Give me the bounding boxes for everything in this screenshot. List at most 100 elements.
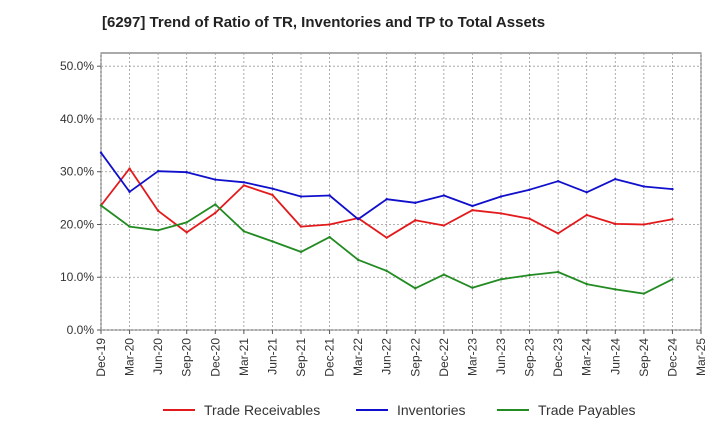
series-0-point [499,212,503,215]
series-1-point [442,194,446,197]
series-0-point [156,209,160,212]
series-2-point [128,225,131,228]
series-0-point [671,218,674,221]
x-tick-label: Mar-24 [580,338,594,376]
series-1-point [99,151,103,154]
series [99,151,674,295]
series-0-point [528,217,531,220]
series-0-point [414,219,417,222]
x-tick-label: Mar-23 [465,338,479,376]
series-0-point [471,209,474,212]
series-2-point [271,240,274,243]
x-tick-label: Mar-25 [694,338,708,376]
series-0-point [328,223,331,226]
x-tick-label: Mar-22 [351,338,365,376]
x-tick-label: Sep-22 [408,338,422,377]
series-2-point [214,203,217,206]
series-1-point [356,218,360,221]
x-tick-label: Jun-22 [380,338,394,375]
series-2-point [156,229,160,232]
series-1-point [414,201,417,205]
x-tick-label: Sep-20 [180,338,194,377]
series-0-point [585,213,588,217]
series-2-point [642,292,646,295]
series-1-point [156,169,160,173]
legend-label: Inventories [397,402,465,418]
x-tick-label: Sep-24 [637,338,651,377]
series-2-point [556,270,560,274]
y-tick-label: 30.0% [60,165,94,179]
series-1-point [642,185,646,188]
legend-label: Trade Payables [538,402,636,418]
series-0-point [442,224,446,227]
series-2-point [585,282,588,286]
series-1-point [556,180,560,183]
series-0-point [128,167,131,170]
series-1-point [128,190,131,193]
y-tick-label: 10.0% [60,270,94,284]
x-tick-label: Mar-20 [123,338,137,376]
x-tick-label: Dec-22 [437,338,451,377]
y-tick-label: 50.0% [60,59,94,73]
series-1-point [671,187,674,191]
legend: Trade Receivables Inventories Trade Payabl… [163,402,636,418]
series-1-point [214,178,217,181]
series-1-point [585,191,588,194]
series-0-point [214,211,217,215]
legend-label: Trade Receivables [204,402,320,418]
series-2-point [299,250,303,254]
series-0-point [614,222,617,226]
x-tick-label: Dec-19 [94,338,108,377]
x-tick-label: Mar-21 [237,338,251,376]
series-0-point [642,223,646,226]
series-2-point [356,258,360,262]
series-2-point [499,278,503,281]
series-1-point [614,177,617,181]
series-2-point [442,273,446,276]
series-1-point [528,188,531,191]
grid [100,52,702,331]
x-tick-label: Dec-21 [323,338,337,377]
series-0-point [242,184,246,187]
series-1-point [242,181,246,184]
series-0-point [385,236,388,239]
y-tick-label: 40.0% [60,112,94,126]
series-0-point [185,231,188,234]
series-1-point [471,204,474,208]
y-tick-label: 0.0% [67,323,95,337]
x-tick-label: Sep-23 [523,338,537,377]
series-2-point [385,269,388,273]
series-2-point [328,235,331,239]
series-2-point [242,230,246,233]
x-tick-label: Jun-20 [151,338,165,375]
series-0-point [556,232,560,235]
x-tick-label: Jun-24 [608,338,622,375]
series-1-point [328,194,331,197]
series-0-point [271,193,274,197]
series-1-point [185,171,188,174]
series-1-point [299,195,303,198]
series-2-point [99,204,103,207]
chart-title: [6297] Trend of Ratio of TR, Inventories… [102,14,546,31]
plot-area [100,52,702,331]
series-2-point [414,287,417,290]
series-2-point [528,273,531,277]
x-tick-label: Dec-23 [551,338,565,377]
x-tick-label: Dec-20 [208,338,222,377]
axes: 0.0% 10.0% 20.0% 30.0% 40.0% 50.0% Dec-19 Mar-2… [60,59,708,377]
series-1-point [499,195,503,198]
y-tick-label: 20.0% [60,217,94,231]
x-tick-label: Sep-21 [294,338,308,377]
series-2-point [185,221,188,224]
x-tick-label: Dec-24 [665,338,679,377]
x-tick-label: Jun-21 [265,338,279,375]
series-2-point [614,288,617,291]
x-tick-label: Jun-23 [494,338,508,375]
series-0-point [299,225,303,228]
series-2-point [471,286,474,289]
series-2-point [671,278,674,281]
series-1-point [271,187,274,190]
series-1-point [385,197,388,201]
